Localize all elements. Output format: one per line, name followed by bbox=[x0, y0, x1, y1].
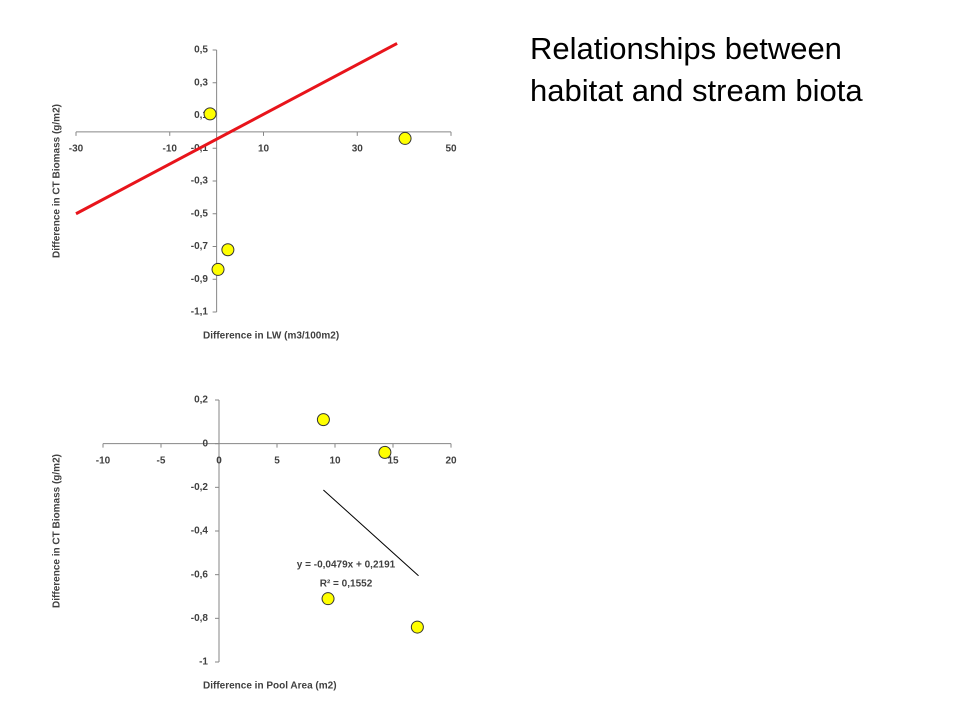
point bbox=[321, 592, 335, 606]
x-tick-label: 10 bbox=[258, 144, 270, 155]
y-tick-label: -0,9 bbox=[191, 274, 209, 285]
annotation: y = -0,0479x + 0,2191 bbox=[297, 560, 396, 571]
point bbox=[410, 620, 424, 634]
y-tick-label: 0,3 bbox=[194, 77, 208, 88]
x-tick-label: 15 bbox=[387, 455, 399, 466]
x-tick-label: -30 bbox=[69, 144, 84, 155]
x-tick-label: 50 bbox=[445, 144, 457, 155]
y-axis-title: Difference in CT Biomass (g/m2) bbox=[52, 454, 63, 608]
point bbox=[398, 131, 412, 145]
x-tick-label: -10 bbox=[163, 144, 178, 155]
y-tick-label: -0,4 bbox=[191, 526, 209, 537]
point bbox=[316, 413, 330, 427]
x-tick-label: -10 bbox=[96, 455, 111, 466]
y-tick-label: -0,2 bbox=[191, 482, 209, 493]
trendline bbox=[75, 42, 398, 216]
x-tick-label: 0 bbox=[216, 455, 222, 466]
point bbox=[221, 243, 235, 257]
y-tick-label: -0,7 bbox=[191, 241, 209, 252]
x-tick-label: 30 bbox=[352, 144, 364, 155]
annotation: R² = 0,1552 bbox=[320, 579, 373, 590]
x-tick-label: 5 bbox=[274, 455, 280, 466]
y-tick-label: -1 bbox=[199, 657, 208, 668]
y-axis-title: Difference in CT Biomass (g/m2) bbox=[52, 104, 63, 258]
y-tick-label: 0,2 bbox=[194, 395, 208, 406]
y-tick-label: 0 bbox=[202, 438, 208, 449]
y-tick-label: -1,1 bbox=[191, 307, 209, 318]
point bbox=[203, 107, 217, 121]
trendline bbox=[323, 489, 419, 577]
y-tick-label: -0,5 bbox=[191, 208, 209, 219]
y-tick-label: 0,1 bbox=[194, 110, 208, 121]
x-axis-title: Difference in LW (m3/100m2) bbox=[203, 331, 339, 342]
y-tick-label: -0,8 bbox=[191, 613, 209, 624]
point bbox=[378, 445, 392, 459]
point bbox=[211, 262, 225, 276]
x-tick-label: 10 bbox=[329, 455, 341, 466]
y-tick-label: -0,3 bbox=[191, 176, 209, 187]
slide-title: Relationships between habitat and stream… bbox=[530, 31, 863, 108]
x-tick-label: 20 bbox=[445, 455, 457, 466]
y-tick-label: -0,6 bbox=[191, 569, 209, 580]
x-axis-title: Difference in Pool Area (m2) bbox=[203, 681, 337, 692]
y-tick-label: 0,5 bbox=[194, 45, 208, 56]
x-tick-label: -5 bbox=[157, 455, 166, 466]
